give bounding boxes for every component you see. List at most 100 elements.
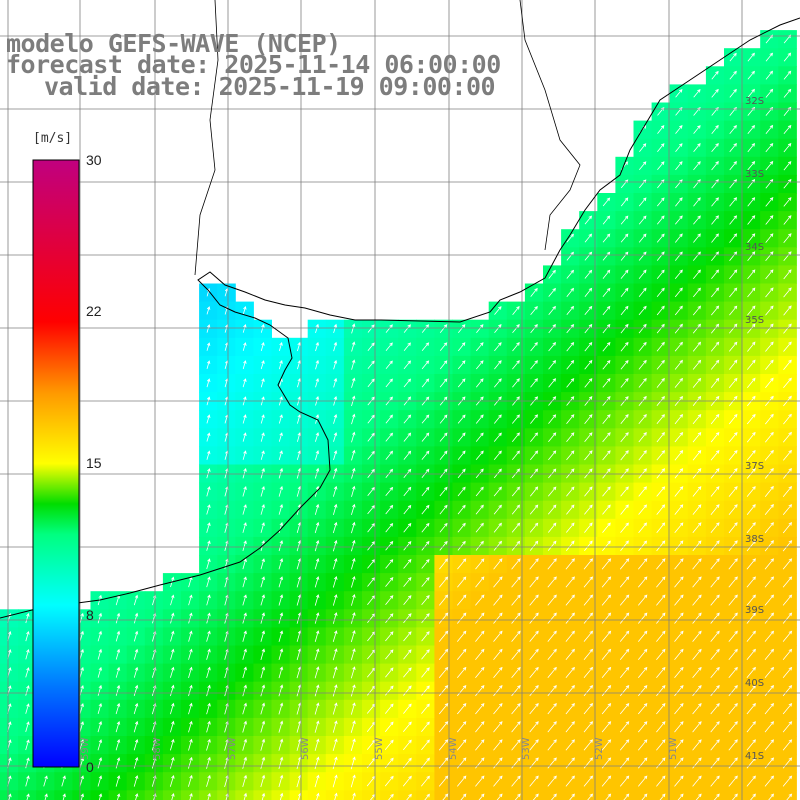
wind-arrow xyxy=(332,539,338,552)
wind-arrow xyxy=(421,378,430,388)
wind-arrow xyxy=(278,630,284,642)
wind-arrow xyxy=(456,757,467,769)
wind-arrow xyxy=(768,793,775,800)
wind-arrow xyxy=(260,342,265,352)
wind-arrow xyxy=(97,666,102,678)
wind-arrow xyxy=(710,576,720,588)
wind-arrow xyxy=(620,251,629,261)
wind-arrow xyxy=(692,251,701,261)
wind-arrow xyxy=(764,504,774,516)
wind-arrow xyxy=(530,305,538,315)
wind-arrow xyxy=(656,377,665,388)
wind-arrow xyxy=(242,378,247,388)
wind-arrow xyxy=(438,612,449,624)
wind-arrow xyxy=(565,594,575,606)
wind-arrow xyxy=(25,739,30,751)
wind-arrow xyxy=(25,612,30,624)
wind-arrow xyxy=(692,522,702,534)
wind-arrow xyxy=(402,721,412,732)
wind-arrow xyxy=(692,287,701,298)
wind-arrow xyxy=(384,703,394,714)
wind-arrow xyxy=(566,251,574,261)
wind-arrow xyxy=(385,360,393,370)
wind-arrow xyxy=(619,612,630,624)
wind-arrow xyxy=(332,521,338,534)
wind-arrow xyxy=(547,576,557,588)
wind-arrow xyxy=(530,323,538,334)
wind-arrow xyxy=(638,468,647,479)
wind-arrow xyxy=(728,576,738,588)
wind-arrow xyxy=(782,666,793,679)
wind-arrow xyxy=(367,432,375,442)
wind-arrow xyxy=(350,756,356,770)
wind-arrow xyxy=(710,540,720,552)
wind-arrow xyxy=(729,233,738,243)
wind-arrow xyxy=(332,774,338,788)
wind-arrow xyxy=(638,414,647,425)
wind-arrow xyxy=(296,522,302,534)
lat-label: 34S xyxy=(745,242,764,253)
wind-arrow xyxy=(115,684,121,696)
wind-cell xyxy=(579,790,598,800)
wind-arrow xyxy=(601,612,612,624)
wind-arrow xyxy=(584,269,593,279)
wind-arrow xyxy=(439,450,448,460)
wind-arrow xyxy=(783,323,792,334)
wind-arrow xyxy=(421,613,430,624)
wind-arrow xyxy=(530,360,538,370)
wind-arrow xyxy=(242,504,247,515)
wind-arrow xyxy=(314,774,320,788)
wind-arrow xyxy=(421,450,430,460)
wind-arrow xyxy=(493,432,502,442)
wind-arrow xyxy=(620,323,629,334)
wind-arrow xyxy=(728,431,738,443)
wind-arrow xyxy=(765,88,774,98)
wind-arrow xyxy=(421,595,430,606)
wind-arrow xyxy=(711,197,719,207)
colorbar-tick-15: 15 xyxy=(86,455,102,471)
wind-arrow xyxy=(674,450,684,461)
wind-arrow xyxy=(674,739,684,751)
wind-arrow xyxy=(403,667,412,678)
wind-arrow xyxy=(385,522,394,533)
wind-arrow xyxy=(442,793,449,800)
wind-arrow xyxy=(729,251,738,261)
wind-arrow xyxy=(296,485,302,497)
wind-arrow xyxy=(278,503,283,515)
wind-arrow xyxy=(511,612,521,624)
wind-arrow xyxy=(674,377,684,388)
wind-arrow xyxy=(351,594,356,606)
wind-arrow xyxy=(637,739,648,751)
wind-arrow xyxy=(98,793,103,800)
wind-arrow xyxy=(403,432,412,442)
wind-arrow xyxy=(746,467,756,479)
wind-arrow xyxy=(333,503,338,516)
wind-arrow xyxy=(674,540,684,552)
wind-arrow xyxy=(424,793,430,800)
wind-arrow xyxy=(314,612,320,624)
wind-arrow xyxy=(638,215,647,225)
wind-arrow xyxy=(729,88,737,98)
wind-arrow xyxy=(115,775,121,787)
lat-label: 41S xyxy=(745,751,764,762)
wind-arrow xyxy=(260,414,265,424)
wind-arrow xyxy=(674,757,684,769)
wind-arrow xyxy=(711,161,719,171)
wind-arrow xyxy=(457,450,466,460)
wind-arrow xyxy=(79,666,84,678)
wind-arrow xyxy=(782,721,793,733)
wind-arrow xyxy=(783,413,792,425)
wind-arrow xyxy=(731,793,738,800)
wind-arrow xyxy=(115,702,121,715)
wind-arrow xyxy=(747,124,756,134)
wind-arrow xyxy=(728,558,738,570)
wind-arrow xyxy=(764,648,775,660)
wind-arrow xyxy=(493,522,502,533)
wind-arrow xyxy=(242,485,247,497)
wind-arrow xyxy=(351,341,356,352)
lon-label: 58W xyxy=(152,737,163,760)
wind-arrow xyxy=(602,251,611,261)
wind-arrow xyxy=(638,197,647,207)
wind-arrow xyxy=(656,287,665,298)
